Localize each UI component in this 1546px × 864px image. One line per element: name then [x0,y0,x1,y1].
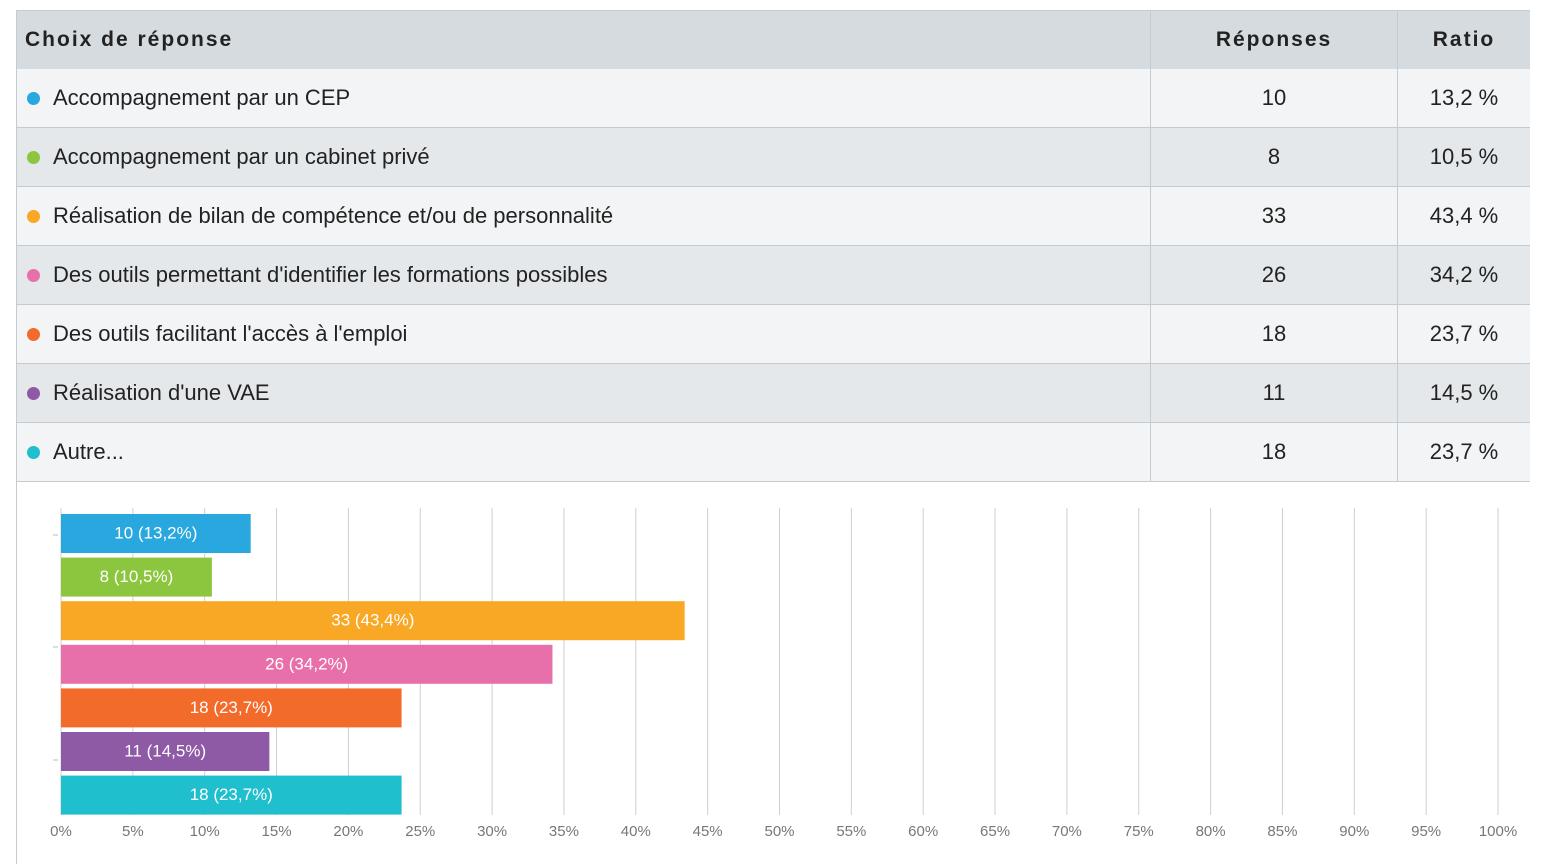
x-tick-label: 70% [1052,823,1082,840]
table-cell: 14,5 % [1397,364,1530,422]
bar [61,601,685,641]
table-cell: 18 [1150,423,1397,481]
color-dot [27,387,40,400]
x-tick-label: 15% [262,823,292,840]
bar [61,688,402,728]
table-cell: 8 [1150,128,1397,186]
x-tick-label: 50% [764,823,794,840]
x-tick-label: 40% [621,823,651,840]
x-tick-label: 75% [1124,823,1154,840]
header-cell: Choix de réponse [16,11,1150,69]
x-tick-label: 100% [1479,823,1517,840]
bar-label: 18 (23,7%) [190,785,273,804]
x-tick-label: 0% [50,823,72,840]
table-cell: 10 [1150,69,1397,127]
x-tick-label: 20% [333,823,363,840]
header-cell: Ratio [1397,11,1530,69]
table-row: Réalisation de bilan de compétence et/ou… [16,187,1530,246]
table-row: Accompagnement par un CEP 10 13,2 % [16,69,1530,128]
table-cell: Accompagnement par un CEP [16,69,1150,127]
x-tick-label: 5% [122,823,144,840]
x-tick-label: 85% [1267,823,1297,840]
x-tick-label: 90% [1339,823,1369,840]
table-cell: Accompagnement par un cabinet privé [16,128,1150,186]
header-cell: Réponses [1150,11,1397,69]
x-tick-label: 30% [477,823,507,840]
table-row: Réalisation d'une VAE 11 14,5 % [16,364,1530,423]
bar [61,644,553,684]
bar [61,557,212,597]
bar [61,514,251,553]
table-cell: 23,7 % [1397,423,1530,481]
table-row: Accompagnement par un cabinet privé 8 10,5… [16,128,1530,187]
table-cell: Réalisation de bilan de compétence et/ou… [16,187,1150,245]
table-cell: Réalisation d'une VAE [16,364,1150,422]
x-tick-label: 55% [836,823,866,840]
table-cell: 10,5 % [1397,128,1530,186]
color-dot [27,210,40,223]
x-tick-label: 35% [549,823,579,840]
bar-label: 11 (14,5%) [124,741,206,760]
x-tick-label: 45% [693,823,723,840]
header-row: Choix de réponse Réponses Ratio [16,10,1530,70]
bar-label: 33 (43,4%) [331,611,414,630]
bar-label: 18 (23,7%) [190,698,273,717]
x-tick-label: 65% [980,823,1010,840]
table-row: Autre... 18 23,7 % [16,423,1530,482]
chart: 0% 5% 10% 15% 20% 25% 30% 35% 40% 45% 50% 55% 60% 65%… [16,481,1517,864]
color-dot [27,269,40,282]
bar-label: 8 (10,5%) [100,567,174,586]
table-cell: 11 [1150,364,1397,422]
bar [61,775,402,815]
table-row: Des outils facilitant l'accès à l'emploi… [16,305,1530,364]
table-cell: 23,7 % [1397,305,1530,363]
table-row: Des outils permettant d'identifier les f… [16,246,1530,305]
color-dot [27,328,40,341]
bar-label: 26 (34,2%) [265,654,348,673]
x-tick-label: 95% [1411,823,1441,840]
bar-label: 10 (13,2%) [114,523,197,542]
table-cell: 33 [1150,187,1397,245]
table-cell: 34,2 % [1397,246,1530,304]
table-cell: 13,2 % [1397,69,1530,127]
x-tick-label: 60% [908,823,938,840]
color-dot [27,446,40,459]
table-cell: 18 [1150,305,1397,363]
table-cell: 43,4 % [1397,187,1530,245]
x-tick-label: 25% [405,823,435,840]
color-dot [27,92,40,105]
table-cell: Autre... [16,423,1150,481]
x-tick-label: 10% [190,823,220,840]
table-cell: Des outils permettant d'identifier les f… [16,246,1150,304]
color-dot [27,151,40,164]
table-cell: Des outils facilitant l'accès à l'emploi [16,305,1150,363]
bar [61,732,270,771]
x-tick-label: 80% [1196,823,1226,840]
table-cell: 26 [1150,246,1397,304]
